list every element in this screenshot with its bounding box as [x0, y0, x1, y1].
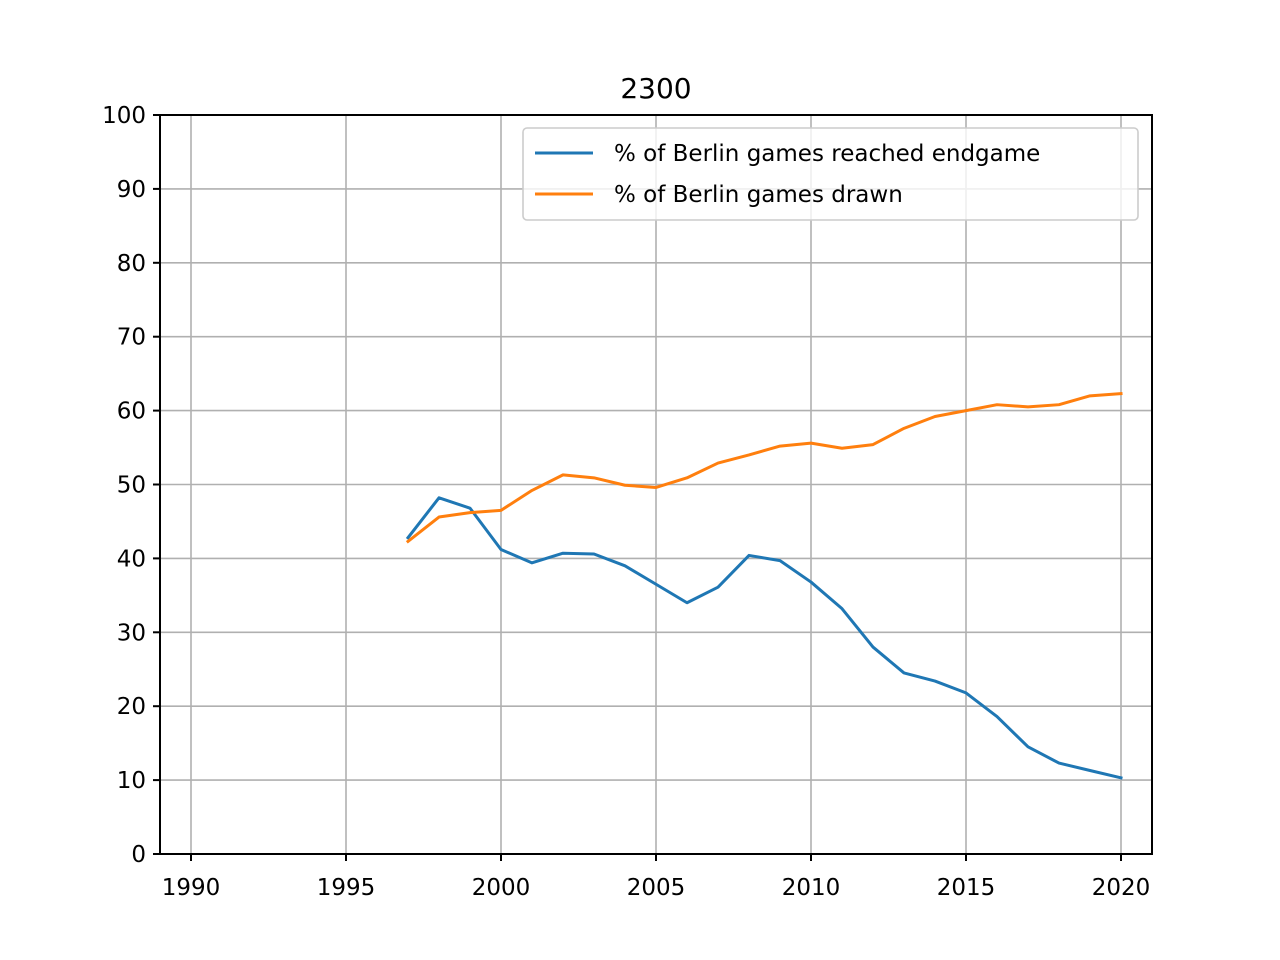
grid-lines: [160, 114, 1152, 855]
x-tick-label: 1990: [162, 875, 221, 901]
chart-title: 2300: [620, 72, 691, 105]
x-tick-label: 1995: [317, 875, 376, 901]
y-tick-label: 80: [117, 251, 146, 277]
legend-label-0: % of Berlin games reached endgame: [614, 141, 1040, 167]
x-tick-label: 2010: [782, 875, 841, 901]
y-tick-label: 10: [117, 768, 146, 794]
y-tick-label: 30: [117, 620, 146, 646]
y-tick-label: 90: [117, 177, 146, 203]
y-tick-label: 0: [131, 842, 146, 868]
x-tick-label: 2005: [627, 875, 686, 901]
legend-label-1: % of Berlin games drawn: [614, 182, 903, 208]
y-tick-label: 20: [117, 694, 146, 720]
series-lines: [405, 391, 1123, 780]
legend-box: [522, 127, 1139, 221]
y-tick-label: 50: [117, 473, 146, 499]
x-tick-label: 2015: [937, 875, 996, 901]
legend: % of Berlin games reached endgame % of Be…: [522, 127, 1139, 221]
series-line-1: [405, 391, 1123, 544]
x-tick-label: 2020: [1092, 875, 1151, 901]
series-line-0: [405, 496, 1123, 780]
y-tick-label: 60: [117, 399, 146, 425]
y-tick-label: 100: [102, 103, 146, 129]
y-tick-label: 40: [117, 546, 146, 572]
y-tick-label: 70: [117, 325, 146, 351]
x-tick-label: 2000: [472, 875, 531, 901]
axis-ticks: 1990 1995 2000 2005 2010 2015 2020 0 10 20 30 40 50 6…: [102, 103, 1150, 901]
